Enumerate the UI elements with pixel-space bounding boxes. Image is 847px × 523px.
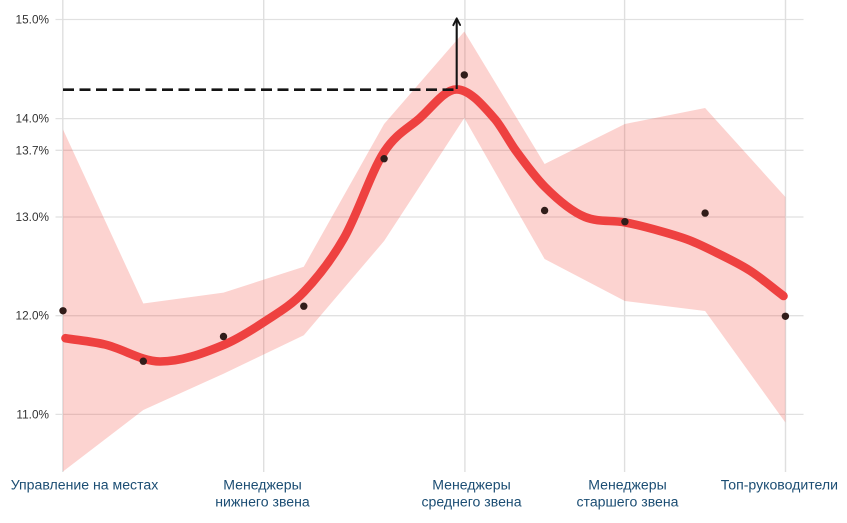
svg-text:нижнего звена: нижнего звена xyxy=(215,494,310,510)
svg-text:13.0%: 13.0% xyxy=(16,210,50,224)
svg-text:15.0%: 15.0% xyxy=(16,13,50,27)
svg-text:14.0%: 14.0% xyxy=(16,112,50,126)
svg-text:Менеджеры: Менеджеры xyxy=(588,477,667,493)
svg-text:12.0%: 12.0% xyxy=(16,309,50,323)
svg-text:Менеджеры: Менеджеры xyxy=(432,477,511,493)
svg-text:Топ-руководители: Топ-руководители xyxy=(721,477,838,493)
svg-text:13.7%: 13.7% xyxy=(16,143,50,157)
svg-text:11.0%: 11.0% xyxy=(16,407,49,421)
svg-text:среднего звена: среднего звена xyxy=(421,494,521,510)
svg-text:старшего звена: старшего звена xyxy=(576,494,678,510)
svg-text:Управление на местах: Управление на местах xyxy=(11,477,159,493)
svg-text:Менеджеры: Менеджеры xyxy=(223,477,302,493)
